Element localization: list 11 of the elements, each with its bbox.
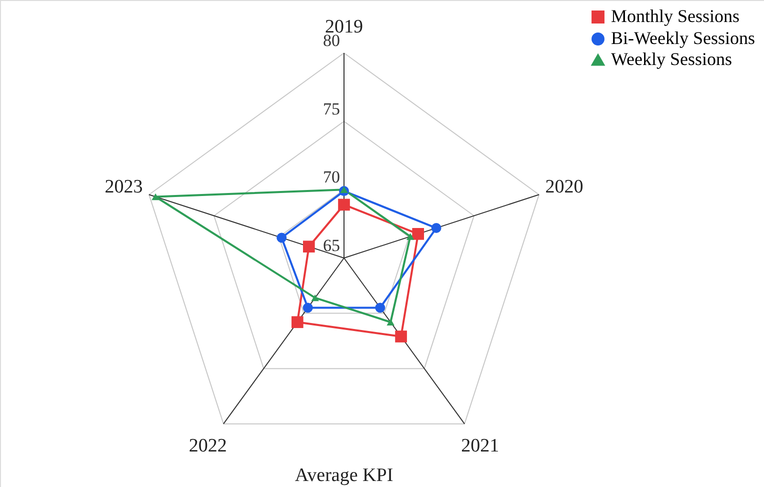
spoke-label: 2023 [104, 176, 143, 198]
y-tick-label: 75 [323, 99, 340, 118]
spoke-label: 2021 [461, 435, 500, 456]
y-tick-label: 70 [323, 168, 340, 187]
y-tick-label: 65 [323, 236, 340, 255]
spoke-label: 2022 [188, 435, 227, 456]
spoke-label: 2020 [545, 176, 584, 198]
legend-label: Monthly Sessions [611, 6, 740, 26]
legend-label: Bi-Weekly Sessions [611, 28, 756, 48]
text: Average KPI [294, 465, 394, 486]
legend-label: Weekly Sessions [611, 49, 732, 69]
